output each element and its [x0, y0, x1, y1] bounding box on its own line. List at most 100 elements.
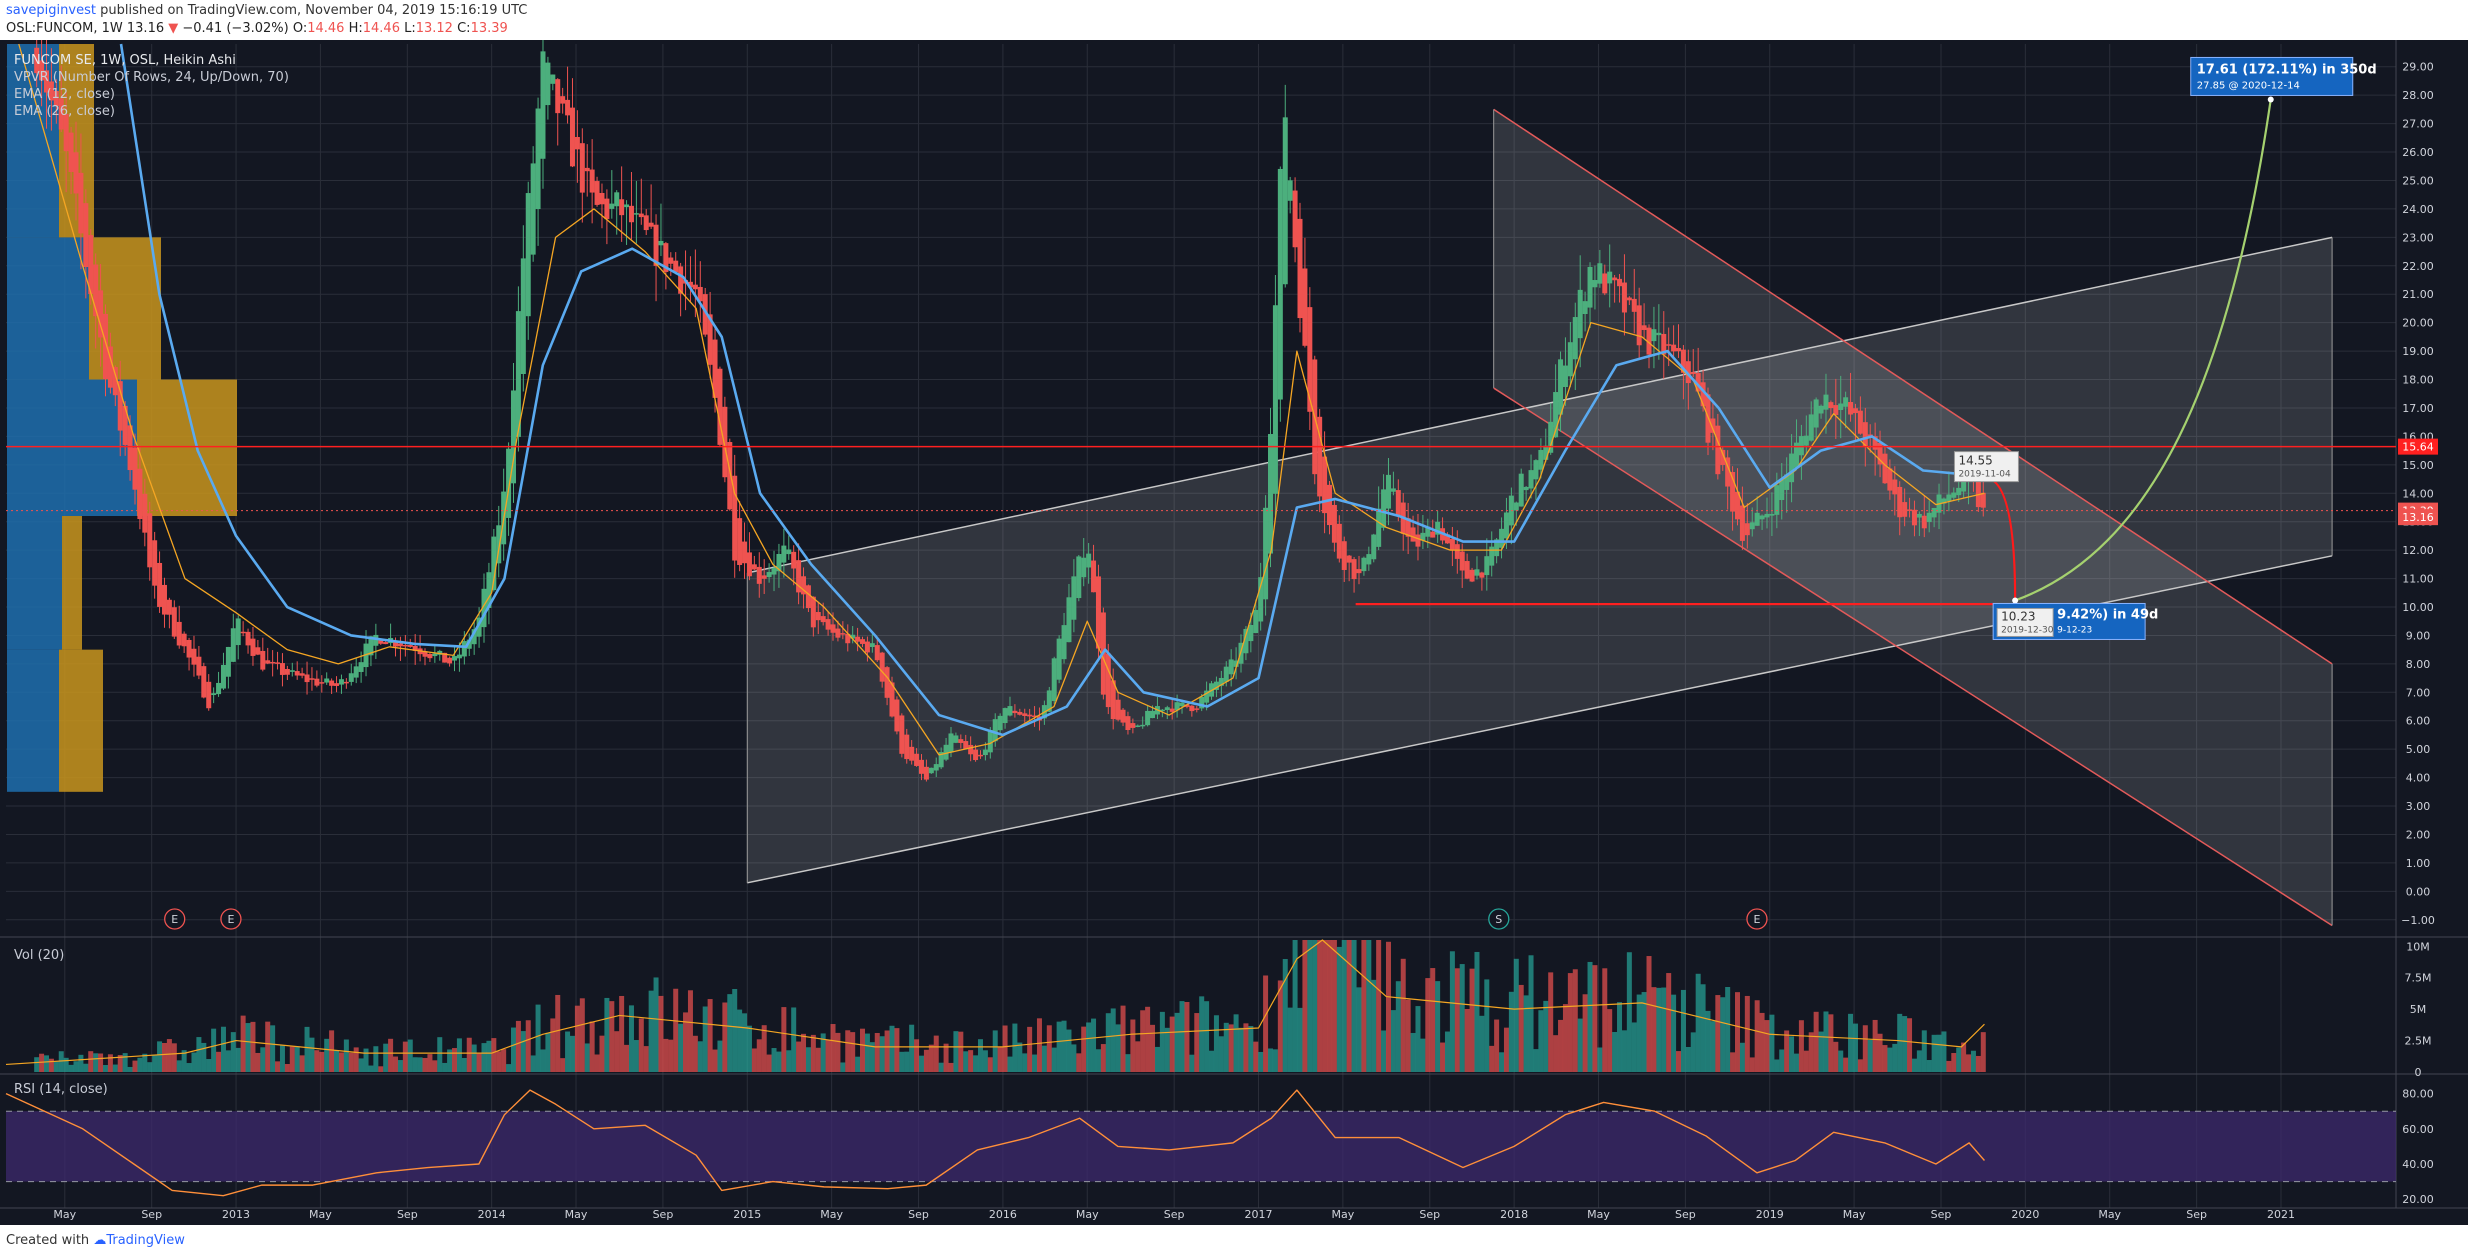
candle-body	[1430, 531, 1436, 538]
candle-body	[1385, 474, 1391, 509]
volume-bar	[820, 1033, 826, 1072]
volume-bar	[88, 1051, 94, 1072]
volume-bar	[1538, 1010, 1544, 1072]
volume-bar	[289, 1046, 295, 1072]
candle-body	[766, 572, 772, 578]
candle-body	[1789, 453, 1795, 483]
volume-bar	[1902, 1016, 1908, 1072]
candle-body	[1725, 457, 1731, 487]
rsi-pane-label[interactable]: RSI (14, close)	[14, 1082, 108, 1097]
time-tick-label: 2014	[478, 1208, 506, 1221]
candle-body	[894, 699, 900, 732]
candle-body	[1621, 282, 1627, 313]
volume-bar	[117, 1055, 123, 1072]
candle-body	[68, 132, 74, 172]
volume-bar	[1356, 987, 1362, 1072]
candle-body	[1592, 280, 1598, 288]
volume-pane-label[interactable]: Vol (20)	[14, 948, 65, 963]
volume-bar	[599, 1035, 605, 1072]
candle-body	[402, 644, 408, 647]
legend-title[interactable]: FUNCOM SE, 1W, OSL, Heikin Ashi	[14, 53, 236, 68]
volume-bar	[1120, 1005, 1126, 1072]
volume-bar	[1877, 1033, 1883, 1072]
volume-bar	[1975, 1055, 1981, 1072]
volume-bar	[1656, 987, 1662, 1072]
candle-body	[432, 653, 438, 657]
volume-bar	[1150, 1024, 1156, 1072]
volume-bar	[348, 1052, 354, 1072]
volume-bar	[1980, 1032, 1986, 1072]
candle-body	[181, 633, 187, 647]
volume-bar	[58, 1051, 64, 1072]
volume-bar	[1346, 940, 1352, 1072]
volume-bar	[107, 1054, 113, 1072]
volume-bar	[791, 1007, 797, 1072]
tradingview-link[interactable]: TradingView	[106, 1233, 185, 1248]
ohlc-high-label: H:	[348, 21, 363, 36]
time-tick-label: Sep	[1164, 1208, 1185, 1221]
candle-body	[137, 468, 143, 520]
vpvr-up-bar	[7, 516, 62, 650]
volume-bar	[1833, 1041, 1839, 1072]
candle-body	[530, 163, 536, 255]
volume-bar	[1558, 1019, 1564, 1072]
volume-bar	[1415, 1006, 1421, 1072]
volume-bar	[1823, 1011, 1829, 1072]
candle-body	[452, 656, 458, 661]
candle-body	[98, 290, 104, 338]
low-label-box	[1996, 607, 2054, 637]
candle-body	[624, 204, 630, 208]
volume-bar	[1523, 995, 1529, 1072]
volume-bar	[1095, 1049, 1101, 1072]
candle-body	[171, 607, 177, 637]
volume-bar	[324, 1038, 330, 1072]
candle-body	[383, 642, 389, 645]
candle-body	[1322, 456, 1328, 514]
volume-bar	[432, 1060, 438, 1072]
volume-bar	[579, 998, 585, 1072]
candle-body	[1587, 266, 1593, 308]
candle-body	[1926, 512, 1932, 523]
volume-bar	[1798, 1020, 1804, 1072]
candle-body	[1567, 342, 1573, 377]
price-tick-label: 12.00	[2402, 544, 2434, 557]
volume-bar	[1621, 1030, 1627, 1072]
legend-ema12[interactable]: EMA (12, close)	[14, 87, 115, 102]
candle-body	[535, 108, 541, 210]
publisher-link[interactable]: savepiginvest	[6, 3, 96, 18]
candle-body	[751, 564, 757, 570]
candle-body	[771, 567, 777, 575]
candle-body	[53, 90, 59, 107]
candle-body	[1489, 546, 1495, 566]
candle-body	[1425, 526, 1431, 537]
candle-body	[938, 752, 944, 768]
candle-body	[1572, 317, 1578, 360]
volume-bar	[1518, 984, 1524, 1072]
price-tick-label: 8.00	[2406, 658, 2431, 671]
candle-body	[889, 682, 895, 717]
candle-body	[1941, 498, 1947, 504]
volume-bar	[1292, 940, 1298, 1072]
candle-body	[1676, 348, 1682, 352]
candle-body	[1651, 329, 1657, 342]
candle-body	[545, 62, 551, 106]
volume-bar	[1022, 1053, 1028, 1072]
legend-vpvr[interactable]: VPVR (Number Of Rows, 24, Up/Down, 70)	[14, 70, 289, 85]
volume-bar	[1725, 986, 1731, 1072]
legend-ema26[interactable]: EMA (26, close)	[14, 104, 115, 119]
volume-bar	[1666, 973, 1672, 1072]
candle-body	[1838, 403, 1844, 411]
candle-body	[1656, 332, 1662, 336]
volume-bar	[1931, 1034, 1937, 1072]
time-tick-label: May	[1076, 1208, 1099, 1221]
quote-line: OSL:FUNCOM, 1W 13.16 ▼ −0.41 (−3.02%) O:…	[6, 21, 508, 36]
volume-bar	[746, 1025, 752, 1072]
volume-bar	[383, 1043, 389, 1072]
price-tick-label: 0.00	[2406, 885, 2431, 898]
chart-canvas[interactable]: E E S E 29.00 28.00 27.00 26.00 25.00 24.00 23.00…	[0, 40, 2468, 1225]
candle-body	[157, 562, 163, 607]
price-badge	[2398, 438, 2438, 455]
volume-bar	[1808, 1032, 1814, 1072]
candle-body	[1848, 402, 1854, 415]
